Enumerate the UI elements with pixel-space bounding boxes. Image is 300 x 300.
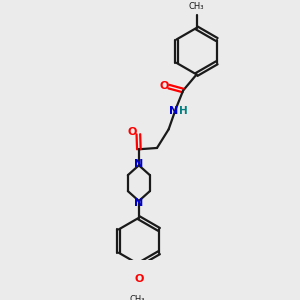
Text: N: N (134, 197, 143, 208)
Text: O: O (134, 274, 144, 284)
Text: N: N (134, 159, 143, 169)
Text: O: O (128, 127, 137, 137)
Text: CH₃: CH₃ (189, 2, 204, 11)
Text: H: H (179, 106, 188, 116)
Text: CH₃: CH₃ (129, 295, 145, 300)
Text: N: N (169, 106, 178, 116)
Text: O: O (160, 81, 169, 91)
